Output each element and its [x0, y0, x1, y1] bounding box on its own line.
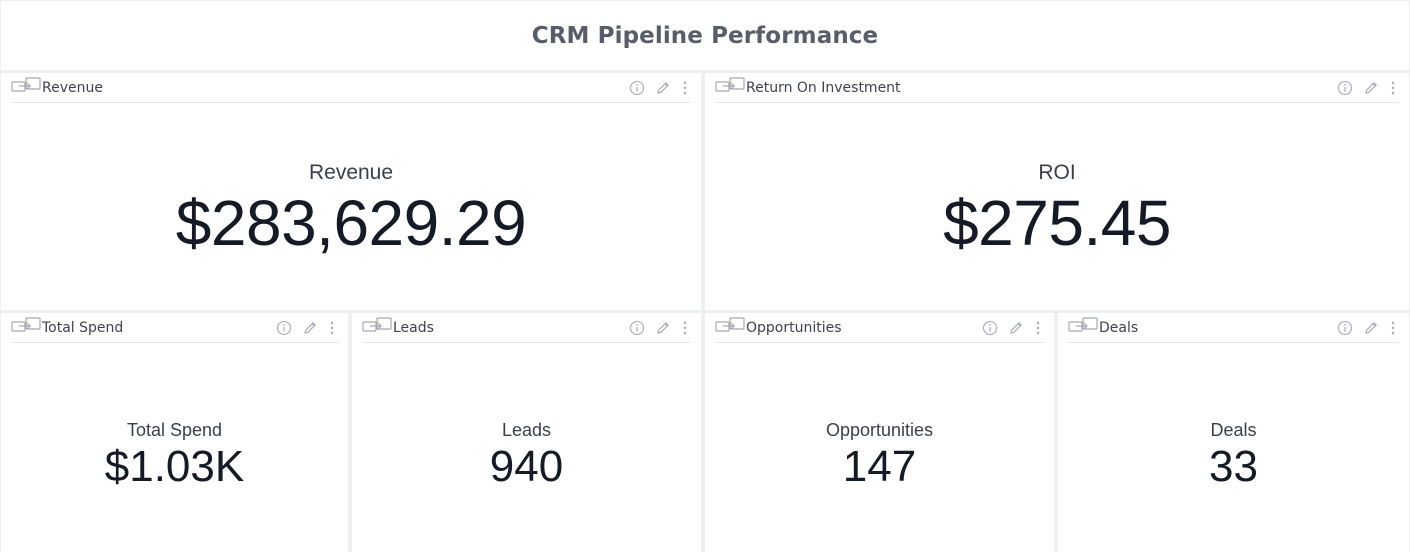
tile-header: Deals — [1068, 313, 1399, 343]
tile-actions — [276, 320, 338, 336]
tile-revenue: Revenue Revenue $283,629.29 — [1, 73, 701, 310]
tile-title: Total Spend — [42, 319, 124, 336]
tile-total-spend: Total Spend Total Spend $1.03K — [1, 313, 348, 552]
kpi-label: Leads — [501, 420, 552, 440]
kpi-label: Revenue — [308, 160, 394, 184]
pencil-icon[interactable] — [302, 320, 318, 336]
more-vertical-icon[interactable] — [1034, 320, 1042, 336]
tile-leads: Leads Leads 940 — [352, 313, 701, 552]
pencil-icon[interactable] — [1363, 80, 1379, 96]
info-icon[interactable] — [1337, 320, 1353, 336]
tile-header: Total Spend — [11, 313, 338, 343]
linked-tiles-icon[interactable] — [1068, 315, 1100, 335]
dashboard-title-bar: CRM Pipeline Performance — [1, 1, 1409, 70]
tile-roi: Return On Investment ROI $275.45 — [705, 73, 1409, 310]
tile-title: Return On Investment — [746, 79, 901, 96]
tile-title: Deals — [1099, 319, 1139, 336]
pencil-icon[interactable] — [1363, 320, 1379, 336]
linked-tiles-icon[interactable] — [715, 75, 747, 95]
more-vertical-icon[interactable] — [681, 80, 689, 96]
info-icon[interactable] — [629, 80, 645, 96]
tile-actions — [629, 80, 691, 96]
tile-body: Opportunities 147 — [705, 344, 1054, 552]
tile-opportunities: Opportunities Opportunities 147 — [705, 313, 1054, 552]
kpi-value: $275.45 — [943, 186, 1171, 259]
dashboard-title: CRM Pipeline Performance — [531, 22, 879, 49]
tile-actions — [982, 320, 1044, 336]
more-vertical-icon[interactable] — [681, 320, 689, 336]
kpi-value: 147 — [842, 442, 917, 491]
kpi-value: 940 — [489, 442, 564, 491]
tile-header: Opportunities — [715, 313, 1044, 343]
more-vertical-icon[interactable] — [328, 320, 336, 336]
pencil-icon[interactable] — [655, 320, 671, 336]
info-icon[interactable] — [982, 320, 998, 336]
more-vertical-icon[interactable] — [1389, 80, 1397, 96]
pencil-icon[interactable] — [655, 80, 671, 96]
tile-body: Leads 940 — [352, 344, 701, 552]
kpi-value: 33 — [1209, 442, 1258, 491]
kpi-value: $283,629.29 — [175, 186, 527, 259]
tile-actions — [1337, 320, 1399, 336]
tile-title: Leads — [393, 319, 434, 336]
kpi-label: Deals — [1210, 420, 1257, 440]
linked-tiles-icon[interactable] — [11, 315, 43, 335]
linked-tiles-icon[interactable] — [362, 315, 394, 335]
linked-tiles-icon[interactable] — [715, 315, 747, 335]
tile-body: ROI $275.45 — [705, 104, 1409, 310]
info-icon[interactable] — [276, 320, 292, 336]
info-icon[interactable] — [629, 320, 645, 336]
more-vertical-icon[interactable] — [1389, 320, 1397, 336]
tile-title: Opportunities — [746, 319, 842, 336]
kpi-label: Opportunities — [825, 420, 934, 440]
linked-tiles-icon[interactable] — [11, 75, 43, 95]
tile-actions — [1337, 80, 1399, 96]
tile-body: Revenue $283,629.29 — [1, 104, 701, 310]
tile-header: Return On Investment — [715, 73, 1399, 103]
tile-body: Deals 33 — [1058, 344, 1409, 552]
tile-header: Leads — [362, 313, 691, 343]
tile-actions — [629, 320, 691, 336]
tile-title: Revenue — [42, 79, 103, 96]
kpi-value: $1.03K — [104, 442, 245, 491]
kpi-label: Total Spend — [126, 420, 223, 440]
info-icon[interactable] — [1337, 80, 1353, 96]
tile-header: Revenue — [11, 73, 691, 103]
pencil-icon[interactable] — [1008, 320, 1024, 336]
tile-body: Total Spend $1.03K — [1, 344, 348, 552]
tile-deals: Deals Deals 33 — [1058, 313, 1409, 552]
kpi-label: ROI — [1038, 160, 1076, 184]
